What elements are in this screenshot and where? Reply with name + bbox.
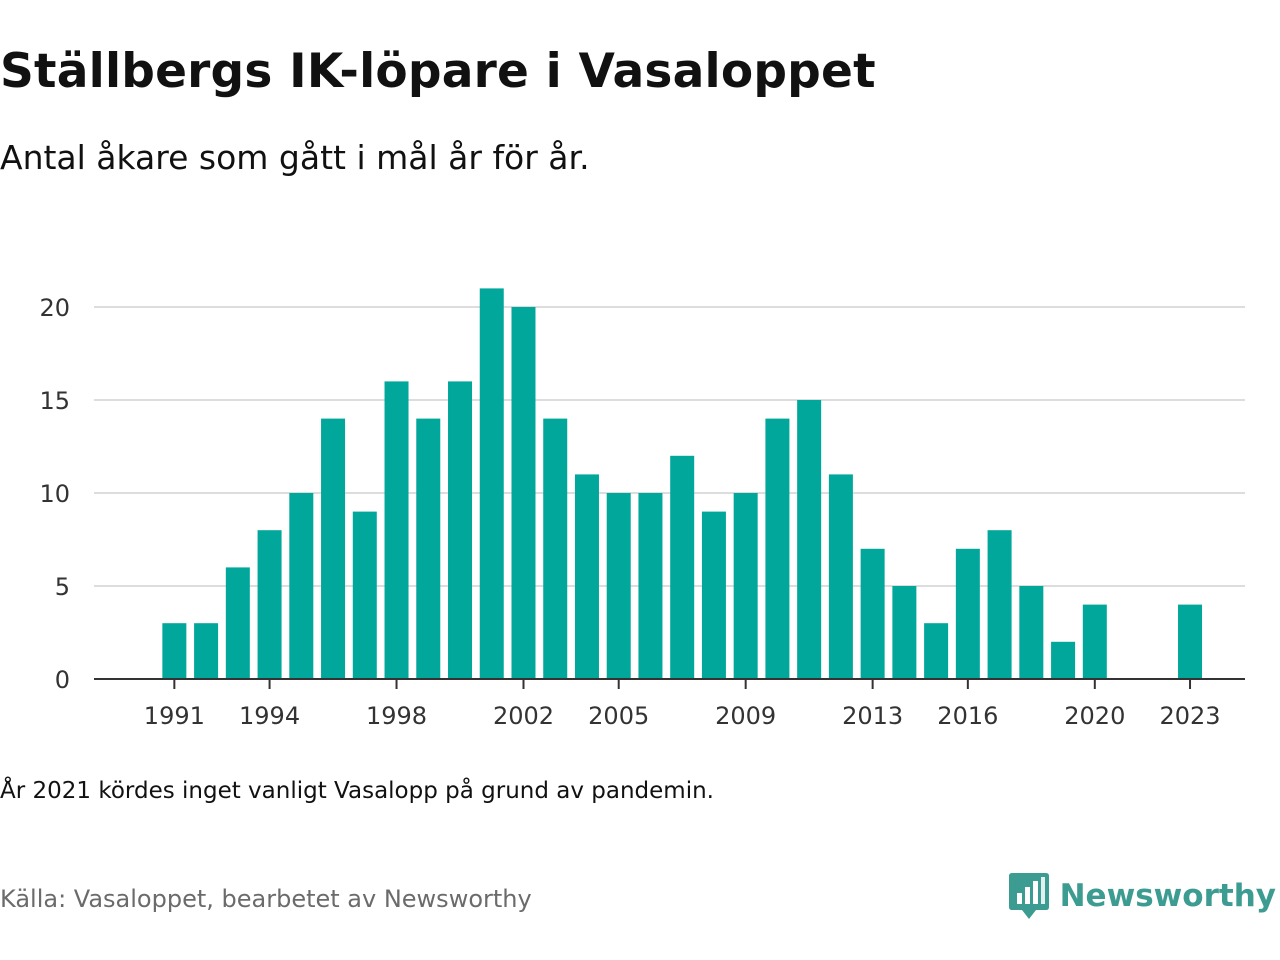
source-credit: Källa: Vasaloppet, bearbetet av Newswort… [0,885,532,913]
bar-2002 [511,307,536,679]
bar-1995 [289,493,314,679]
brand-name: Newsworthy [1059,878,1276,914]
bar-2013 [860,548,885,679]
bar-1991 [162,623,187,679]
bar-2001 [479,288,504,679]
bar-2020 [1082,604,1107,679]
bar-2004 [574,474,599,679]
bar-2017 [987,530,1012,679]
bar-1999 [416,418,441,679]
bar-2007 [670,455,695,679]
x-tick-label: 2002 [493,702,554,730]
x-tick-label: 2023 [1159,702,1220,730]
chart-note: År 2021 kördes inget vanligt Vasalopp på… [0,778,714,804]
bars [162,288,1203,679]
bar-2011 [797,400,822,679]
x-tick-label: 2013 [842,702,903,730]
bar-2008 [701,511,726,679]
bar-1992 [194,623,219,679]
chart-subtitle: Antal åkare som gått i mål år för år. [0,138,590,177]
bar-1996 [321,418,346,679]
y-tick-label: 10 [39,480,70,508]
x-tick-label: 2009 [715,702,776,730]
bar-2000 [448,381,473,679]
y-tick-label: 5 [55,573,70,601]
bar-2014 [892,586,917,679]
bar-2010 [765,418,790,679]
x-tick-label: 2005 [588,702,649,730]
bar-1998 [384,381,409,679]
bar-2006 [638,493,663,679]
bar-2018 [1019,586,1044,679]
y-tick-label: 0 [55,666,70,694]
bar-2012 [828,474,853,679]
bar-2005 [606,493,631,679]
x-tick-label: 1998 [366,702,427,730]
bar-2009 [733,493,758,679]
x-tick-label: 2016 [937,702,998,730]
bar-1994 [257,530,282,679]
bar-1993 [225,567,250,679]
bar-2019 [1051,641,1076,679]
x-tick-label: 1991 [144,702,205,730]
axes [94,678,1245,689]
brand: Newsworthy [1008,870,1276,922]
bar-2003 [543,418,568,679]
bar-2016 [955,548,980,679]
newsworthy-logo-icon [1008,873,1049,919]
y-tick-label: 20 [39,294,70,322]
y-tick-label: 15 [39,387,70,415]
x-tick-label: 2020 [1064,702,1125,730]
bar-2015 [924,623,949,679]
tick-labels: 0 5 10 15 20 1991 1994 1998 2002 2005 2009 2013 2016… [39,294,1220,730]
grid-lines [94,306,1245,587]
bar-2023 [1178,604,1203,679]
x-tick-label: 1994 [239,702,300,730]
bar-1997 [352,511,377,679]
chart-title: Ställbergs IK-löpare i Vasaloppet [0,44,876,99]
